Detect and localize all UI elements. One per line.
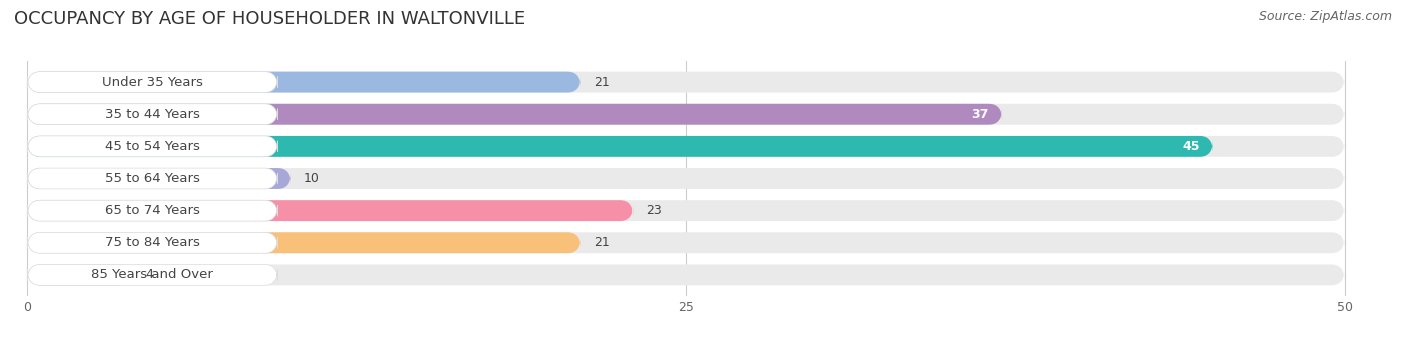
FancyBboxPatch shape [27, 200, 1344, 221]
FancyBboxPatch shape [27, 72, 1344, 92]
Text: 35 to 44 Years: 35 to 44 Years [105, 108, 200, 121]
FancyBboxPatch shape [27, 265, 277, 285]
FancyBboxPatch shape [27, 232, 581, 253]
Text: 65 to 74 Years: 65 to 74 Years [105, 204, 200, 217]
Text: 21: 21 [593, 75, 609, 89]
FancyBboxPatch shape [27, 104, 277, 125]
Text: 75 to 84 Years: 75 to 84 Years [105, 236, 200, 249]
Text: Under 35 Years: Under 35 Years [103, 75, 202, 89]
Text: 85 Years and Over: 85 Years and Over [91, 268, 214, 282]
FancyBboxPatch shape [27, 104, 1344, 125]
Text: 55 to 64 Years: 55 to 64 Years [105, 172, 200, 185]
FancyBboxPatch shape [27, 136, 1344, 157]
Text: 45 to 54 Years: 45 to 54 Years [105, 140, 200, 153]
Text: OCCUPANCY BY AGE OF HOUSEHOLDER IN WALTONVILLE: OCCUPANCY BY AGE OF HOUSEHOLDER IN WALTO… [14, 10, 526, 28]
FancyBboxPatch shape [27, 232, 277, 253]
FancyBboxPatch shape [27, 232, 1344, 253]
FancyBboxPatch shape [27, 200, 277, 221]
FancyBboxPatch shape [27, 136, 1213, 157]
Text: 4: 4 [146, 268, 153, 282]
FancyBboxPatch shape [27, 72, 277, 92]
FancyBboxPatch shape [27, 136, 277, 157]
FancyBboxPatch shape [27, 265, 1344, 285]
FancyBboxPatch shape [27, 104, 1002, 125]
FancyBboxPatch shape [27, 200, 633, 221]
FancyBboxPatch shape [27, 168, 277, 189]
FancyBboxPatch shape [27, 168, 291, 189]
FancyBboxPatch shape [27, 72, 581, 92]
FancyBboxPatch shape [27, 168, 1344, 189]
Text: 45: 45 [1182, 140, 1199, 153]
Text: 10: 10 [304, 172, 319, 185]
Text: 21: 21 [593, 236, 609, 249]
FancyBboxPatch shape [27, 265, 132, 285]
Text: 23: 23 [647, 204, 662, 217]
Text: 37: 37 [972, 108, 988, 121]
Text: Source: ZipAtlas.com: Source: ZipAtlas.com [1258, 10, 1392, 23]
